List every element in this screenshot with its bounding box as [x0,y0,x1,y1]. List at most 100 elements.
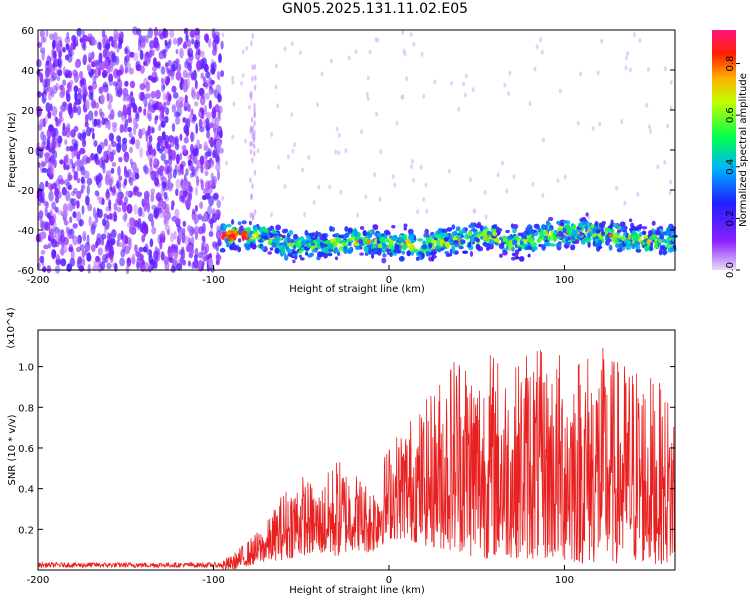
heatmap-noise-cell [40,231,47,240]
heatmap-speckle-cell [320,71,324,77]
heatmap-noise-cell [212,106,217,115]
heatmap-ridge-cell [470,236,475,243]
heatmap-noise-cell [54,187,59,197]
heatmap-x-axis-title: Height of straight line (km) [289,284,425,295]
heatmap-noise-cell [157,101,163,111]
heatmap-noise-cell [73,171,77,181]
heatmap-ridge-cell [584,225,589,230]
heatmap-ridge-cell [658,249,663,256]
heatmap-speckle-cell [391,174,395,180]
heatmap-ridge-cell [610,228,615,234]
heatmap-ridge-cell [315,238,321,243]
heatmap-noise-cell [183,27,189,35]
heatmap-speckle-cell [245,45,249,51]
heatmap-ridge-cell [347,241,352,247]
heatmap-noise-cell [189,29,196,38]
heatmap-noise-cell [170,149,177,161]
heatmap-ridge-cell [666,226,672,233]
heatmap-noise-cell [108,175,114,185]
heatmap-noise-cell [138,106,142,113]
heatmap-ridge-cell [527,253,531,258]
snr-y-axis-title: SNR (10 * v/v) [7,414,18,485]
heatmap-ridge-cell [403,223,408,228]
heatmap-speckle-cell [344,148,348,154]
heatmap-ridge-cell [662,232,667,236]
snr-x-tick-label: 0 [386,575,392,586]
heatmap-noise-cell [89,127,95,133]
heatmap-ridge-cell [304,229,309,236]
heatmap-noise-cell [81,205,85,215]
heatmap-speckle-cell [241,73,245,78]
heatmap-noise-cell [78,70,84,80]
heatmap-ridge-cell [222,224,228,230]
heatmap-ridge-cell [383,229,390,235]
heatmap-ridge-cell [552,232,556,238]
heatmap-streak-cell [254,74,257,81]
heatmap-noise-cell [87,110,94,121]
heatmap-noise-cell [88,215,92,227]
heatmap-ridge-cell [541,224,546,230]
heatmap-noise-cell [36,59,42,68]
heatmap-noise-cell [215,139,222,150]
heatmap-speckle-cell [274,63,278,69]
heatmap-noise-cell [111,52,116,63]
heatmap-noise-cell [199,155,205,166]
heatmap-noise-cell [210,178,216,185]
heatmap-noise-cell [169,29,175,39]
heatmap-noise-cell [77,87,82,95]
heatmap-noise-cell [164,39,168,47]
heatmap-ridge-cell [570,244,576,251]
heatmap-noise-cell [184,136,189,144]
heatmap-noise-cell [76,177,81,184]
heatmap-noise-cell [215,242,219,252]
heatmap-ridge-cell [231,219,235,225]
heatmap-ridge-cell [426,236,432,242]
heatmap-noise-cell [196,175,200,187]
heatmap-ridge-cell [274,247,280,254]
heatmap-noise-cell [118,156,123,163]
heatmap-noise-cell [112,262,116,268]
heatmap-ridge-cell [408,234,415,241]
heatmap-noise-cell [144,196,150,207]
heatmap-speckle-cell [422,93,426,99]
heatmap-noise-cell [98,86,104,94]
heatmap-noise-cell [191,227,196,235]
heatmap-noise-cell [62,79,67,86]
heatmap-speckle-cell [648,124,651,130]
heatmap-ridge-cell [468,241,472,248]
heatmap-ridge-cell [334,249,340,254]
heatmap-noise-cell [153,250,159,261]
heatmap-noise-cell [157,234,162,245]
heatmap-speckle-cell [290,112,294,118]
heatmap-y-tick-label: 20 [21,106,34,117]
heatmap-noise-cell [49,33,55,40]
heatmap-noise-cell [82,94,86,102]
heatmap-noise-cell [171,104,177,113]
heatmap-noise-cell [95,159,100,166]
heatmap-ridge-cell [368,247,373,254]
heatmap-ridge-cell [362,230,367,237]
heatmap-ridge-cell [327,243,334,249]
heatmap-noise-cell [54,116,58,122]
heatmap-ridge-cell [469,250,474,257]
heatmap-noise-cell [81,39,86,49]
heatmap-noise-cell [50,229,57,239]
heatmap-noise-cell [140,261,146,273]
heatmap-ridge-cell [587,232,591,239]
heatmap-noise-cell [103,86,109,93]
heatmap-speckle-cell [232,101,236,107]
heatmap-noise-cell [68,102,73,113]
heatmap-ridge-cell [522,235,528,240]
heatmap-noise-cell [215,84,222,95]
heatmap-noise-cell [162,84,166,90]
heatmap-speckle-cell [393,182,397,188]
heatmap-ridge-cell [352,230,357,235]
heatmap-noise-cell [71,191,76,197]
heatmap-ridge-cell [483,234,488,241]
heatmap-noise-cell [183,106,188,112]
heatmap-ridge-cell [368,244,372,249]
heatmap-noise-cell [39,255,44,264]
heatmap-noise-cell [218,94,223,103]
heatmap-noise-cell [147,27,153,39]
heatmap-ridge-cell [377,250,382,256]
